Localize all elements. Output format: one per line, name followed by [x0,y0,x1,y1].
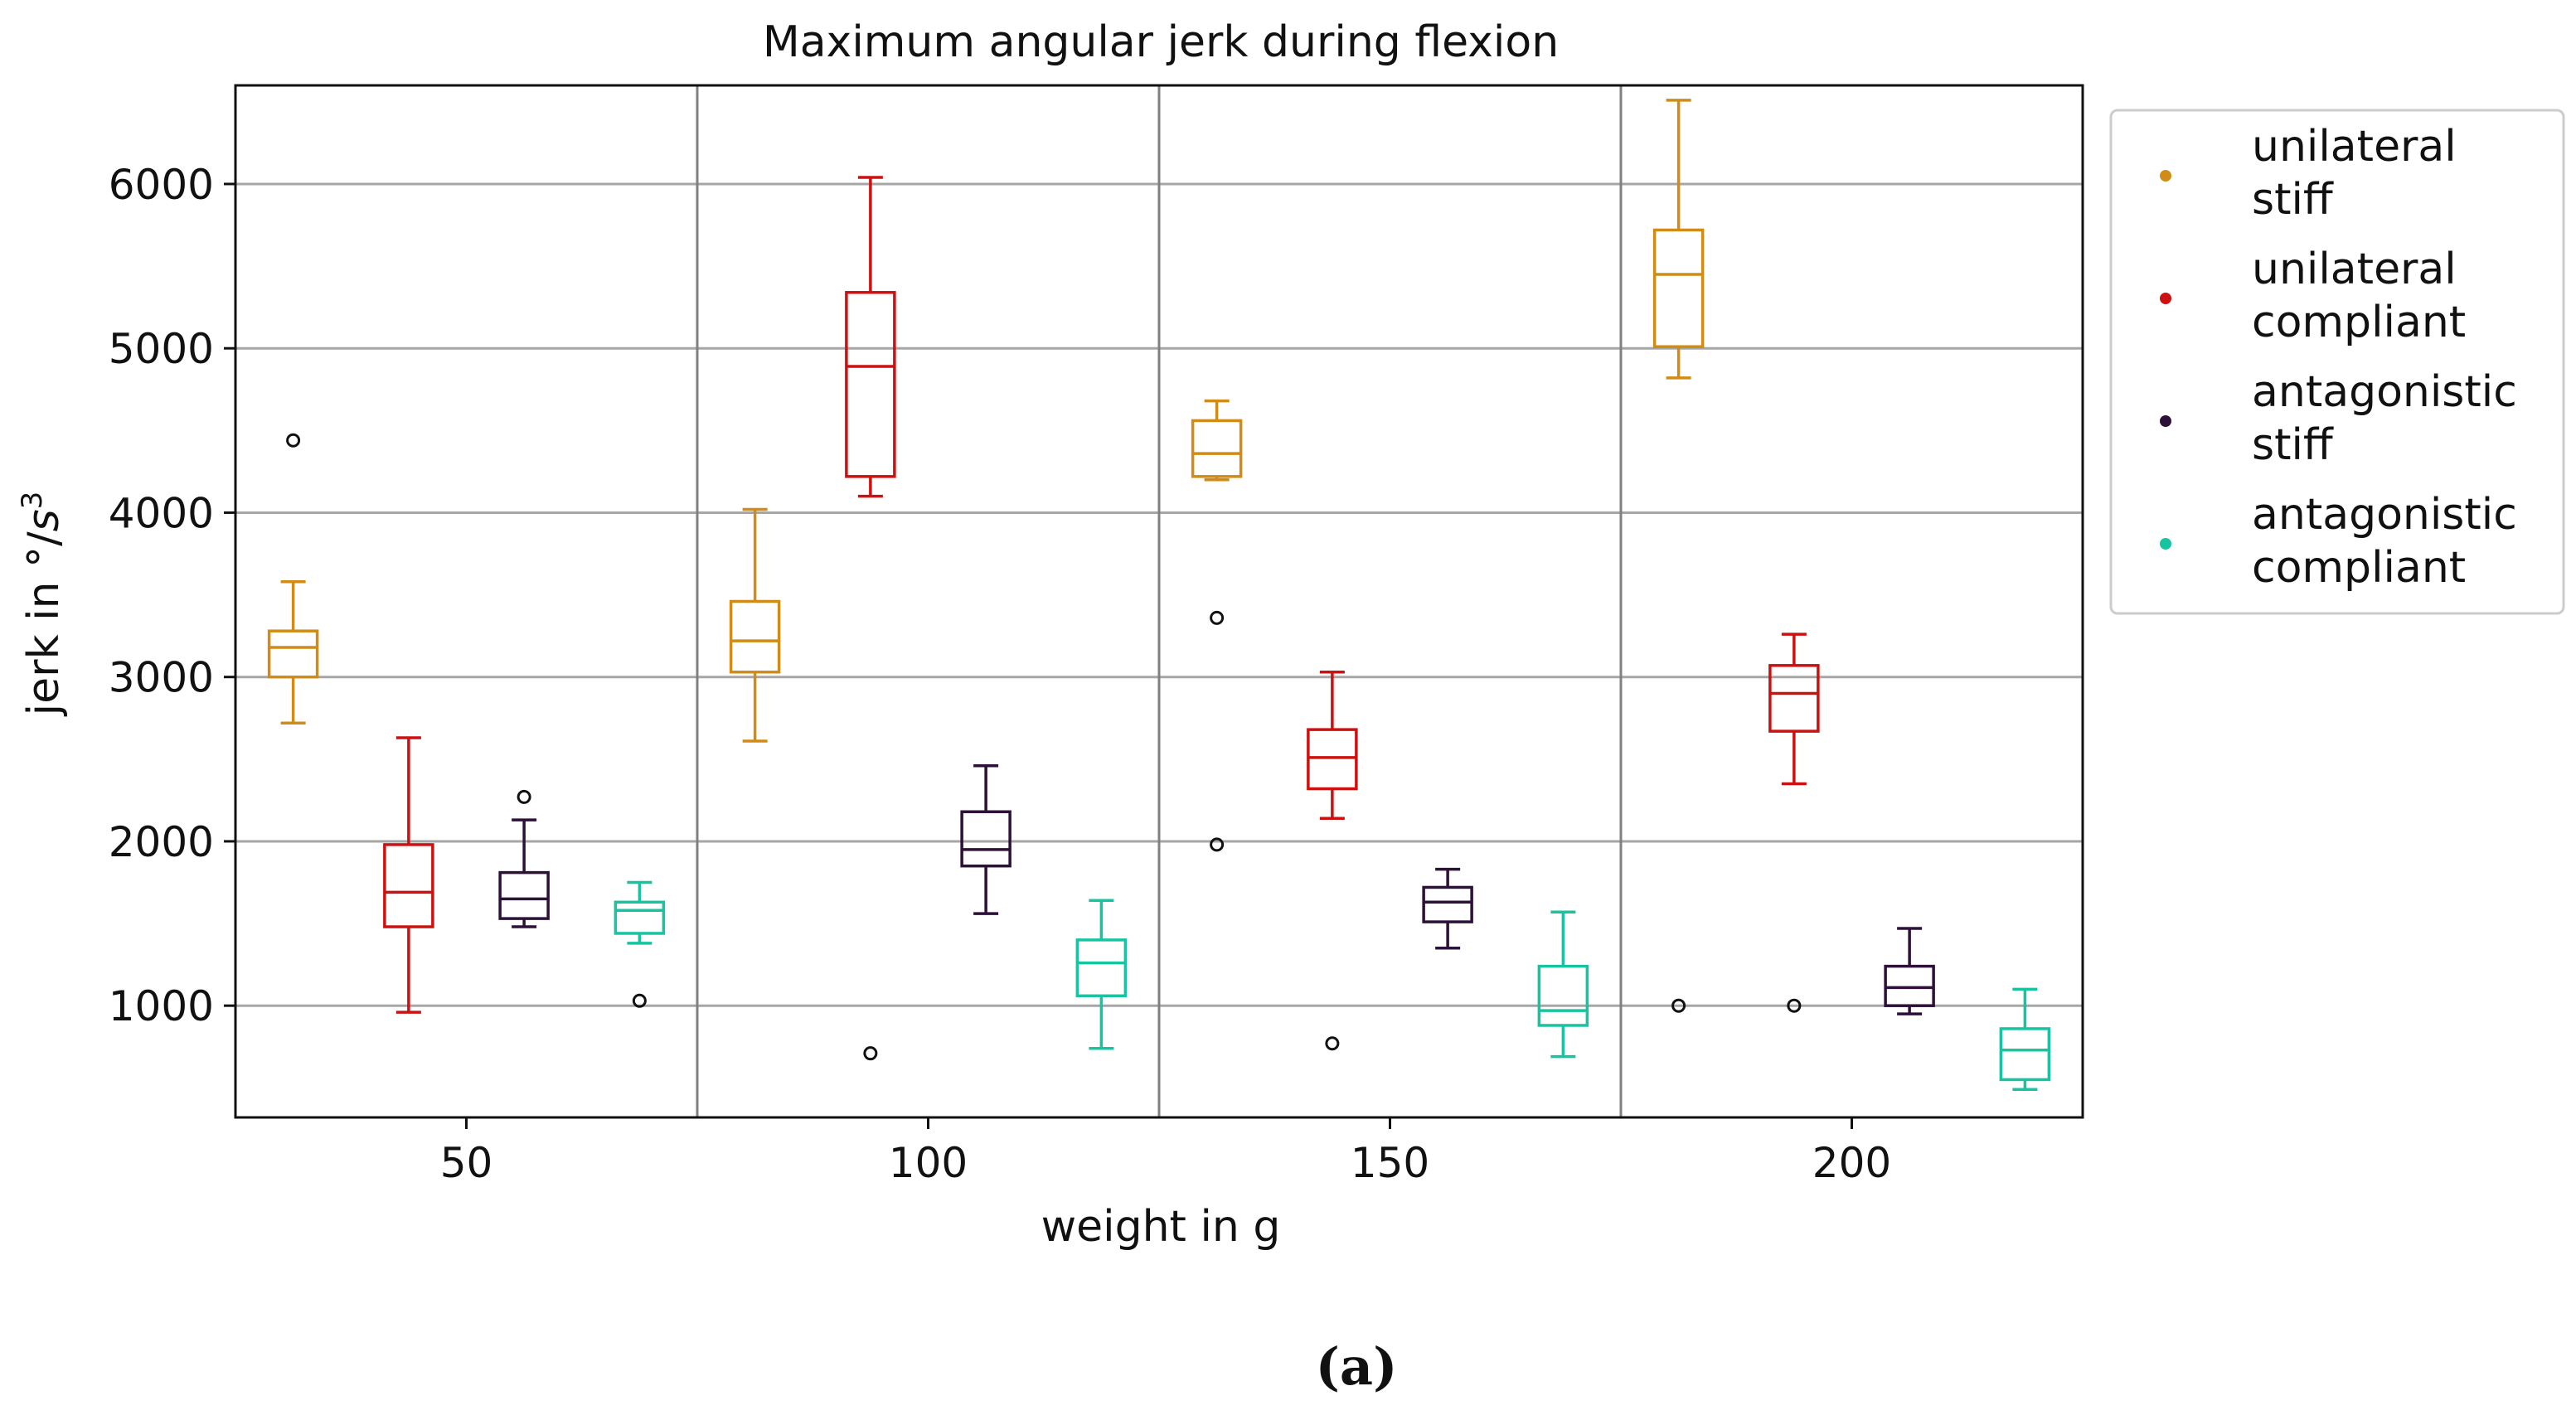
outlier-point [517,789,531,804]
y-tick-label: 4000 [109,489,214,537]
outlier-point [863,1046,878,1061]
box-plot [1768,632,1820,1013]
y-tick-label: 2000 [109,818,214,866]
box-iqr [1075,938,1128,998]
box-iqr [1768,664,1820,733]
box-plot [614,880,666,1008]
box-iqr [383,843,434,928]
outlier-point [1210,837,1225,852]
legend-marker [2160,293,2171,304]
box-iqr [729,599,781,674]
legend-label: unilateral [2252,245,2457,294]
y-tick-label: 1000 [109,982,214,1030]
box-plot [1075,899,1128,1050]
legend-label: antagonistic [2252,490,2517,540]
y-tick-label: 6000 [109,161,214,209]
box-plot [498,789,550,928]
legend-label: compliant [2252,298,2466,347]
box-iqr [960,810,1011,868]
box-plot [1884,927,1935,1015]
box-iqr [1422,885,1473,923]
box-plot [845,176,896,1061]
box-iqr [614,900,666,935]
legend-frame [2109,109,2565,615]
box-layer [267,99,2051,1092]
legend: unilateralstiffunilateralcompliantantago… [2109,109,2565,615]
legend-label: stiff [2252,420,2334,470]
x-tick-label: 200 [1812,1139,1891,1187]
legend-label: compliant [2252,543,2466,593]
box-iqr [1307,728,1358,791]
box-plot [1999,987,2051,1092]
box-iqr [1191,419,1243,478]
x-axis-label: weight in g [1041,1202,1281,1252]
axis-layer: 1000 2000 3000 4000 5000 6000 50 100 150 200 [109,161,1891,1187]
legend-marker [2160,415,2171,427]
y-tick-label: 3000 [109,654,214,702]
x-tick-label: 50 [440,1139,493,1187]
x-tick-label: 150 [1351,1139,1429,1187]
box-plot [729,507,781,743]
box-plot [960,763,1011,915]
box-plot [1307,670,1358,1051]
box-plot [1422,867,1473,950]
legend-label: unilateral [2252,122,2457,172]
box-iqr [498,870,550,920]
legend-label: antagonistic [2252,367,2517,417]
box-plot [1537,910,1589,1059]
y-axis-label: jerk in °/s3 [16,492,69,717]
box-iqr [1884,964,1935,1007]
y-tick-label: 5000 [109,325,214,373]
legend-label: stiff [2252,175,2334,225]
chart-title: Maximum angular jerk during flexion [763,17,1559,67]
box-iqr [1999,1027,2051,1082]
outlier-point [632,993,647,1008]
legend-marker [2160,538,2171,550]
category-separator-layer [696,85,1623,1117]
box-iqr [845,291,896,478]
box-iqr [1537,964,1589,1027]
box-plot [1191,399,1243,852]
box-iqr [267,629,319,679]
figure-caption: (a) [1316,1336,1398,1397]
box-plot [267,433,319,724]
outlier-point [1210,610,1225,625]
box-plot [1652,99,1705,1013]
plot-area-frame [234,84,2084,1119]
outlier-point [1787,998,1802,1013]
box-iqr [1652,228,1705,348]
outlier-point [1325,1036,1340,1051]
outlier-point [1671,998,1686,1013]
legend-marker [2160,170,2171,182]
box-plot [383,736,434,1014]
outlier-point [286,433,301,448]
x-tick-label: 100 [889,1139,968,1187]
